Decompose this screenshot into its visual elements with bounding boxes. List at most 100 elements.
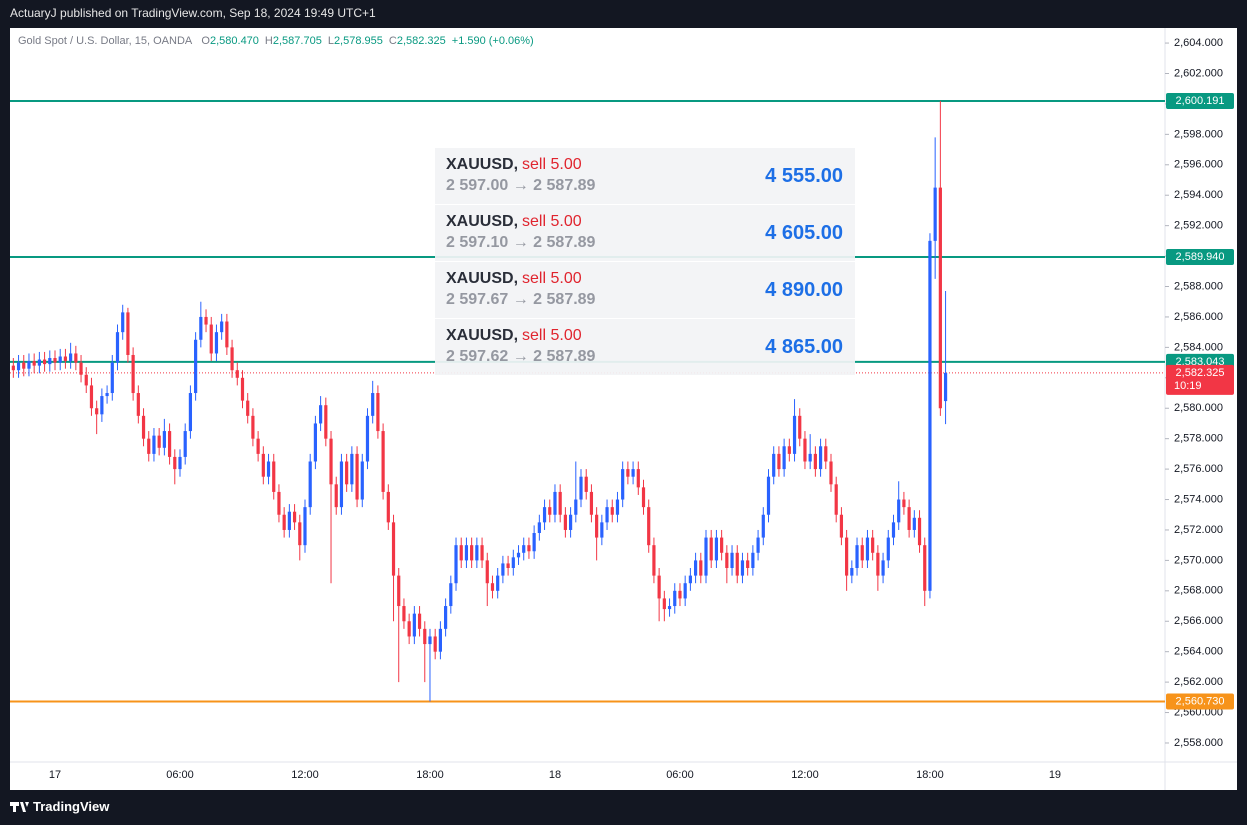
candle-body — [923, 545, 927, 591]
trade-prices: 2 597.00 → 2 587.89 — [446, 177, 596, 194]
candle-body — [683, 583, 687, 599]
trade-side: sell 5.00 — [522, 156, 582, 173]
candle-body — [641, 487, 646, 508]
candle-body — [464, 545, 469, 561]
y-tick-label: 2,568.000 — [1174, 585, 1223, 597]
candle-body — [850, 568, 854, 576]
trade-row: XAUUSD, sell 5.00 2 597.10 → 2 587.89 4 605… — [435, 205, 855, 262]
trade-prices: 2 597.67 → 2 587.89 — [446, 291, 596, 308]
legend-value: 2,580.470 — [209, 35, 259, 47]
price-tag-label: 2,582.325 — [1176, 367, 1225, 379]
candle-body — [188, 393, 193, 432]
candle-body — [527, 545, 531, 552]
legend-value: 2,578.955 — [333, 35, 383, 47]
candle-body — [589, 491, 594, 515]
logo — [10, 802, 29, 812]
candle-body — [438, 628, 442, 652]
candle-body — [584, 476, 588, 492]
candle-body — [532, 533, 536, 552]
y-tick-label: 2,588.000 — [1174, 280, 1223, 292]
candle-body — [839, 514, 844, 538]
candle-body — [876, 552, 880, 576]
candle-body — [95, 408, 99, 415]
candle-body — [506, 563, 510, 569]
candle-body — [730, 552, 734, 569]
candle-body — [350, 453, 354, 485]
candle-body — [225, 321, 229, 348]
candle-body — [235, 370, 239, 378]
candle-body — [470, 545, 474, 561]
candle-body — [501, 563, 505, 576]
candle-body — [58, 356, 62, 363]
trade-side: sell 5.00 — [522, 270, 582, 287]
x-tick-label: 17 — [49, 769, 61, 781]
candle-body — [298, 522, 302, 546]
candle-body — [313, 423, 318, 462]
candle-body — [662, 598, 666, 610]
candle-body — [105, 393, 109, 397]
candle-body — [792, 415, 797, 454]
candle-body — [798, 415, 802, 439]
trade-symbol: XAUUSD, — [446, 213, 519, 230]
candle-body — [37, 359, 41, 366]
candle-body — [647, 507, 651, 546]
trade-prices: 2 597.62 → 2 587.89 — [446, 348, 596, 365]
candle-body — [84, 374, 88, 386]
trade-profit: 4 555.00 — [765, 165, 843, 187]
chart-background — [10, 28, 1237, 790]
candle-body — [121, 312, 125, 333]
candle-body — [818, 446, 823, 470]
candle-body — [339, 461, 344, 508]
trade-symbol: XAUUSD, — [446, 156, 519, 173]
candle-body — [386, 491, 390, 523]
candle-body — [433, 636, 437, 652]
x-tick-label: 06:00 — [166, 769, 194, 781]
candle-body — [334, 484, 338, 508]
candle-body — [568, 514, 573, 530]
candle-body — [246, 400, 250, 416]
y-tick-label: 2,592.000 — [1174, 220, 1223, 232]
candle-body — [605, 507, 609, 523]
candle-body — [126, 312, 130, 355]
trade-row: XAUUSD, sell 5.00 2 597.00 → 2 587.89 4 555… — [435, 148, 855, 205]
candle-body — [22, 362, 26, 369]
candle-body — [787, 446, 791, 454]
candle-body — [621, 469, 625, 500]
candle-body — [553, 491, 557, 515]
candle-body — [402, 606, 406, 622]
candle-body — [746, 560, 750, 569]
candle-body — [412, 613, 416, 637]
candle-body — [886, 537, 890, 561]
trade-side: sell 5.00 — [522, 327, 582, 344]
candle-body — [417, 613, 422, 629]
trade-title: XAUUSD, sell 5.00 — [446, 270, 582, 288]
candle-body — [631, 469, 635, 477]
trade-title: XAUUSD, sell 5.00 — [446, 213, 582, 231]
candle-body — [563, 514, 567, 530]
candle-body — [266, 461, 271, 477]
candle-body — [813, 453, 817, 470]
candle-body — [688, 575, 692, 584]
candle-body — [79, 362, 83, 375]
y-tick-label: 2,586.000 — [1174, 311, 1223, 323]
time-axis: 1706:0012:0018:001806:0012:0018:001906:0… — [49, 769, 1061, 781]
candle-body — [152, 435, 156, 454]
candle-body — [345, 461, 349, 485]
level-tag-label: 2,583.043 — [1176, 356, 1225, 368]
candle-body — [725, 552, 729, 569]
candle-body — [459, 545, 463, 561]
candle-body — [808, 453, 812, 462]
candle-body — [943, 372, 948, 402]
candle-body — [657, 575, 661, 599]
y-tick-label: 2,560.000 — [1174, 706, 1223, 718]
y-tick-label: 2,564.000 — [1174, 646, 1223, 658]
candle-body — [699, 560, 703, 576]
y-tick-label: 2,574.000 — [1174, 493, 1223, 505]
candle-body — [912, 517, 916, 530]
candle-body — [167, 431, 172, 457]
legend-change: +1.590 (+0.06%) — [451, 35, 534, 47]
candle-body — [595, 514, 599, 538]
candle-body — [204, 316, 208, 325]
candle-body — [766, 476, 771, 515]
